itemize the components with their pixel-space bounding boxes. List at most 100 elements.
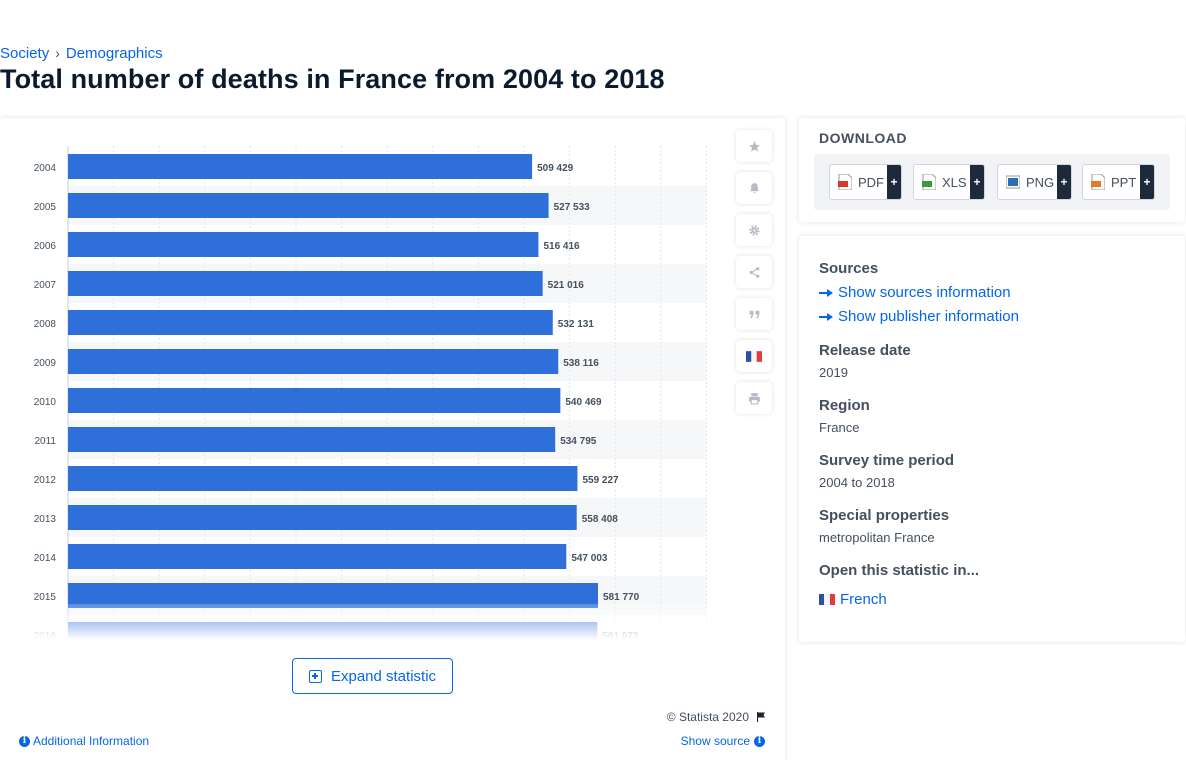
download-title: DOWNLOAD (819, 130, 907, 146)
flag-icon[interactable] (755, 711, 767, 723)
download-png-button[interactable]: PNG + (997, 164, 1072, 200)
xls-file-icon (922, 174, 936, 190)
open-in-french-label: French (840, 591, 887, 608)
info-icon: i (19, 735, 30, 747)
pdf-file-icon (838, 174, 852, 190)
y-tick-label: 2010 (34, 397, 57, 408)
copyright-text: © Statista 2020 (666, 710, 749, 724)
special-properties-heading: Special properties (819, 507, 950, 524)
bar (68, 232, 539, 257)
y-tick-label: 2011 (34, 436, 56, 447)
download-ppt-label: PPT (1111, 174, 1137, 190)
y-tick-label: 2008 (34, 319, 57, 330)
share-button[interactable] (736, 256, 772, 288)
settings-button[interactable] (736, 214, 772, 246)
download-png-plus[interactable]: + (1057, 165, 1071, 199)
breadcrumb-separator: › (55, 45, 60, 61)
bar (68, 310, 553, 335)
region-value: France (819, 420, 860, 435)
y-tick-label: 2006 (34, 241, 57, 252)
favorite-button[interactable] (736, 130, 772, 162)
bar (68, 466, 578, 491)
cite-button[interactable] (736, 298, 772, 330)
flag-fr-icon (819, 594, 835, 605)
show-source-label: Show source (680, 734, 750, 748)
chart-tools (736, 130, 772, 424)
data-label: 581 073 (602, 631, 639, 640)
info-icon: i (754, 735, 765, 747)
data-label: 521 016 (548, 280, 585, 291)
download-xls-button[interactable]: XLS + (913, 164, 985, 200)
download-xls-label: XLS (942, 174, 967, 190)
download-png-label: PNG (1026, 174, 1055, 190)
download-buttons: PDF + XLS + PNG + PPT + (814, 154, 1170, 210)
arrow-right-icon (819, 288, 833, 298)
bar-chart: 2004 509 429 2005 527 533 2006 516 416 2007 521… (34, 146, 707, 640)
data-label: 532 131 (558, 319, 595, 330)
download-pdf-button[interactable]: PDF + (829, 164, 902, 200)
page-title: Total number of deaths in France from 20… (0, 64, 665, 94)
region-heading: Region (819, 397, 870, 414)
data-label: 516 416 (543, 241, 580, 252)
data-label: 534 795 (560, 436, 597, 447)
data-label: 547 003 (571, 553, 608, 564)
expand-statistic-button[interactable]: Expand statistic (292, 658, 453, 694)
statistic-info-card: Sources Show sources information Show pu… (799, 236, 1185, 642)
print-icon (748, 392, 760, 404)
show-publisher-label: Show publisher information (838, 308, 1019, 325)
data-label: 581 770 (603, 592, 640, 603)
bar (68, 427, 556, 452)
share-icon (749, 266, 759, 278)
breadcrumb-society[interactable]: Society (0, 44, 50, 62)
sources-heading: Sources (819, 260, 879, 277)
bar (68, 271, 543, 296)
show-sources-link[interactable]: Show sources information (819, 284, 1011, 301)
download-ppt-plus[interactable]: + (1140, 165, 1154, 199)
ppt-file-icon (1091, 174, 1105, 190)
additional-information-link[interactable]: i Additional Information (19, 734, 149, 748)
y-tick-label: 2015 (34, 592, 57, 603)
data-label: 509 429 (537, 163, 574, 174)
open-statistic-heading: Open this statistic in... (819, 562, 980, 579)
data-label: 527 533 (554, 202, 591, 213)
show-source-link[interactable]: Show source i (681, 734, 765, 748)
y-tick-label: 2012 (34, 475, 57, 486)
expand-label: Expand statistic (330, 667, 437, 685)
data-label: 540 469 (565, 397, 602, 408)
bar (68, 505, 577, 530)
release-date-heading: Release date (819, 342, 911, 359)
show-publisher-link[interactable]: Show publisher information (819, 308, 1019, 325)
y-tick-label: 2007 (34, 280, 57, 291)
download-pdf-label: PDF (858, 174, 884, 190)
bar (68, 583, 598, 608)
notification-button[interactable] (736, 172, 772, 204)
special-properties-value: metropolitan France (819, 530, 935, 545)
download-xls-plus[interactable]: + (970, 165, 984, 199)
open-in-french-link[interactable]: French (819, 591, 887, 608)
flag-fr-icon (746, 350, 762, 362)
download-pdf-plus[interactable]: + (887, 165, 901, 199)
data-label: 538 116 (563, 358, 599, 369)
top-strip (0, 0, 1186, 36)
y-tick-label: 2009 (34, 358, 57, 369)
png-file-icon (1006, 175, 1020, 189)
additional-information-label: Additional Information (33, 734, 150, 748)
print-button[interactable] (736, 382, 772, 414)
copyright: © Statista 2020 (667, 710, 767, 724)
bar (68, 388, 561, 413)
y-tick-label: 2005 (34, 202, 57, 213)
bar (68, 544, 567, 569)
bell-icon (749, 182, 759, 193)
star-icon (748, 140, 760, 152)
survey-period-value: 2004 to 2018 (819, 475, 895, 490)
y-tick-label: 2004 (34, 163, 57, 174)
breadcrumb-demographics[interactable]: Demographics (65, 44, 163, 62)
download-card: DOWNLOAD PDF + XLS + PNG + PPT + (799, 118, 1185, 222)
bar (68, 154, 533, 179)
y-tick-label: 2014 (34, 553, 57, 564)
show-sources-label: Show sources information (838, 284, 1011, 301)
download-ppt-button[interactable]: PPT + (1082, 164, 1155, 200)
language-button[interactable] (736, 340, 772, 372)
data-label: 559 227 (582, 475, 619, 486)
bar (68, 349, 559, 374)
